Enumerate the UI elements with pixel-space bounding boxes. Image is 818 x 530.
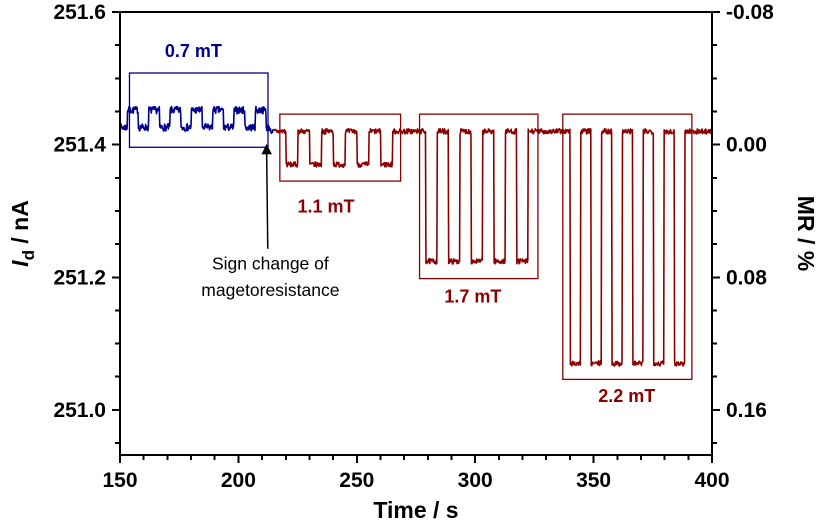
x-tick-label: 250 (339, 469, 374, 492)
trace-blue (119, 105, 275, 134)
segment-box-2 (418, 113, 539, 280)
segment-label-2: 1.7 mT (444, 286, 501, 306)
y-right-axis-title: MR / % (793, 196, 818, 271)
segment-label-0: 0.7 mT (165, 41, 222, 61)
x-axis-title: Time / s (373, 497, 458, 523)
y-right-tick-label: 0.08 (726, 266, 767, 289)
segment-label-3: 2.2 mT (598, 386, 655, 406)
x-tick-label: 350 (576, 469, 611, 492)
annotation-line-1: Sign change of (212, 253, 329, 273)
annotation-arrow (261, 143, 272, 249)
y-left-tick-label: 251.2 (53, 266, 106, 289)
x-tick-label: 200 (221, 469, 256, 492)
segment-label-1: 1.1 mT (298, 196, 355, 216)
y-left-axis-title: Id / nA (7, 200, 38, 267)
x-tick-label: 400 (694, 469, 729, 492)
y-left-tick-label: 251.4 (53, 134, 106, 157)
x-tick-label: 150 (102, 469, 137, 492)
y-right-tick-label: 0.16 (726, 399, 767, 422)
y-right-tick-label: -0.08 (726, 1, 774, 24)
trace-red (273, 127, 713, 367)
annotation-line-2: magetoresistance (201, 280, 339, 300)
y-left-tick-label: 251.0 (53, 399, 106, 422)
y-left-tick-label: 251.6 (53, 1, 106, 24)
segment-box-1 (279, 113, 402, 182)
plot-frame (119, 11, 713, 456)
x-tick-label: 300 (458, 469, 493, 492)
segment-box-3 (562, 113, 693, 381)
y-right-tick-label: 0.00 (726, 134, 767, 157)
